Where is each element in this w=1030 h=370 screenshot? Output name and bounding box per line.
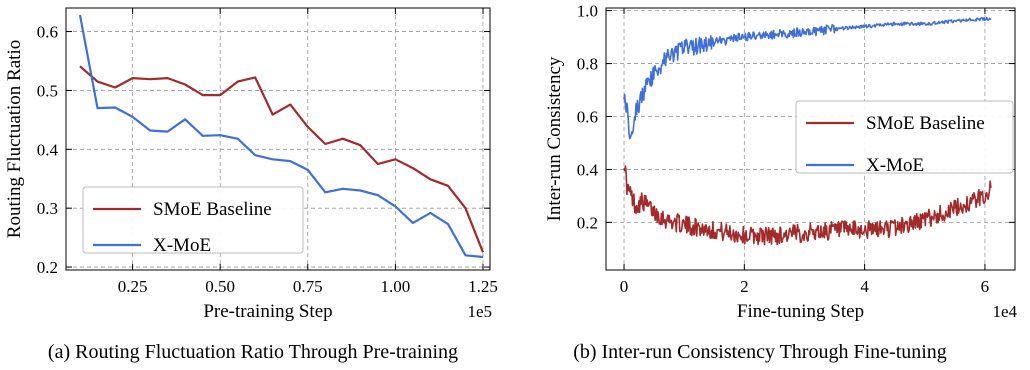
legend-label: X-MoE: [866, 155, 924, 176]
x-axis-label: Fine-tuning Step: [737, 301, 864, 322]
y-tick-label: 0.8: [577, 55, 598, 74]
y-tick-label: 0.3: [37, 199, 58, 218]
x-tick-label: 0.25: [118, 277, 148, 296]
plot-frame: [605, 7, 1016, 271]
y-tick-label: 0.6: [577, 108, 598, 127]
y-tick-label: 0.2: [577, 213, 598, 232]
x-tick-label: 2: [740, 277, 749, 296]
legend-label: SMoE Baseline: [153, 199, 272, 220]
legend-label: SMoE Baseline: [866, 113, 985, 134]
y-tick-label: 0.2: [37, 258, 58, 277]
series-line-2: [78, 14, 484, 259]
y-tick-label: 0.5: [37, 81, 58, 100]
y-tick-label: 0.6: [37, 23, 58, 42]
x-axis-multiplier: 1e5: [467, 302, 492, 321]
y-axis-label: Routing Fluctuation Ratio: [4, 40, 25, 238]
legend: SMoE Baseline X-MoE: [82, 186, 304, 256]
x-tick-label: 0.75: [293, 277, 323, 296]
chart-panel-1: 0.25 0.50 0.75 1.00 1.25 0.2 0.3 0.4 0.5 0.6 Pre-t…: [4, 7, 498, 363]
x-tick-label: 0: [620, 277, 629, 296]
y-tick-label: 0.4: [577, 160, 599, 179]
x-tick-label: 1.00: [381, 277, 411, 296]
legend-box: [795, 100, 1014, 174]
y-tick-label: 1.0: [577, 2, 598, 21]
chart-panel-2: 0 2 4 6 0.2 0.4 0.6 0.8 1.0 Fine-tuning Step 1e4 In…: [544, 2, 1017, 363]
series-line-1: [79, 65, 485, 253]
figure-caption: (b) Inter-run Consistency Through Fine-t…: [573, 341, 947, 363]
legend-label: X-MoE: [153, 235, 211, 256]
legend: SMoE Baseline X-MoE: [795, 100, 1014, 176]
x-axis-multiplier: 1e4: [992, 302, 1017, 321]
plot-frame: [65, 7, 491, 271]
x-tick-label: 0.50: [205, 277, 235, 296]
figure-caption: (a) Routing Fluctuation Ratio Through Pr…: [48, 341, 458, 363]
y-axis-label: Inter-run Consistency: [544, 56, 565, 221]
x-tick-label: 1.25: [468, 277, 498, 296]
x-tick-label: 4: [860, 277, 869, 296]
x-axis-label: Pre-training Step: [203, 301, 332, 322]
y-tick-label: 0.4: [37, 140, 59, 159]
legend-box: [82, 186, 304, 254]
series-line-2: [623, 16, 992, 140]
x-tick-label: 6: [981, 277, 990, 296]
series-line-1: [623, 165, 992, 246]
